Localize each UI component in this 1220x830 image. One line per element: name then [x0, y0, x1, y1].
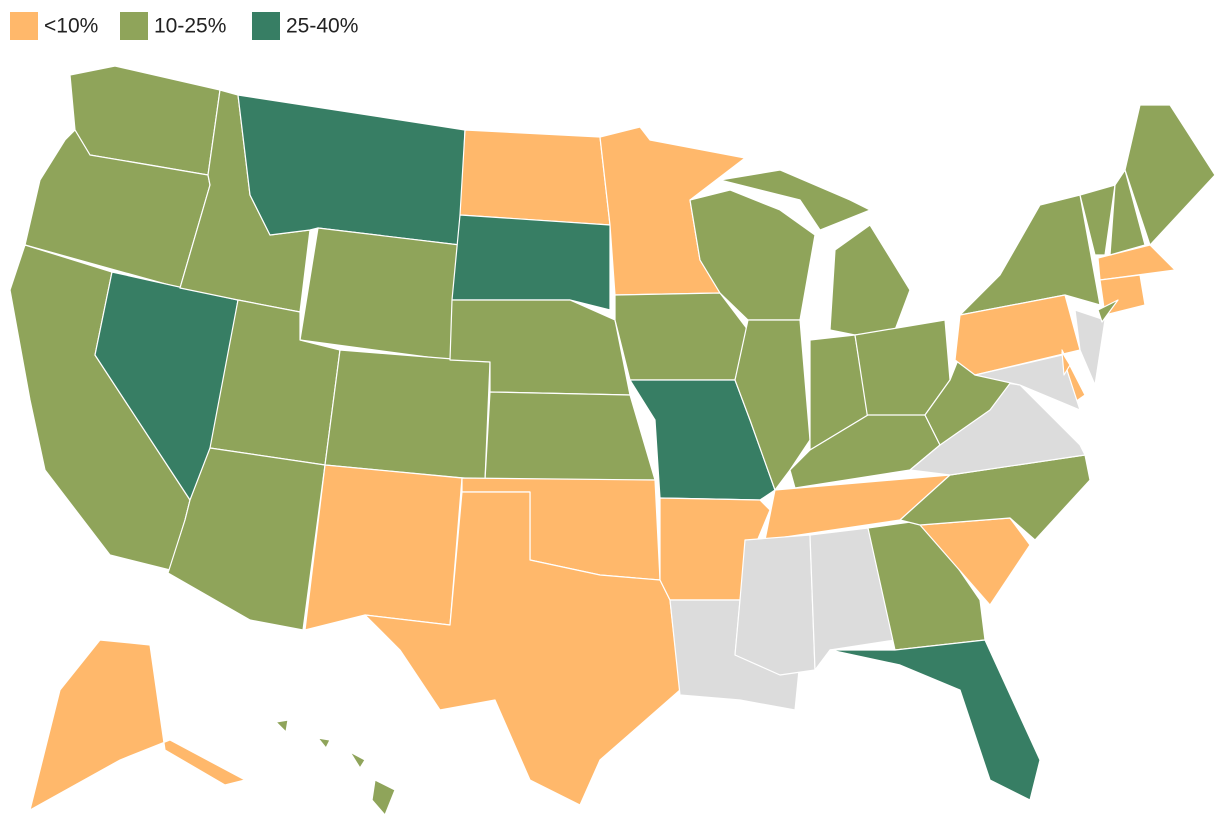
region: [237, 94, 466, 246]
region: [614, 292, 749, 381]
region: [484, 391, 656, 481]
regions: [9, 65, 1216, 816]
legend-label: 10-25%: [154, 15, 226, 38]
region: [719, 169, 871, 231]
region: [459, 129, 611, 226]
legend-swatch: [252, 12, 280, 40]
region: [974, 354, 1081, 411]
region: [275, 719, 396, 816]
region: [451, 214, 611, 311]
region: [29, 639, 246, 811]
region: [959, 194, 1101, 316]
region: [299, 227, 461, 361]
legend-label: 25-40%: [286, 15, 358, 38]
region: [734, 319, 811, 491]
region: [304, 464, 463, 631]
region: [1074, 309, 1106, 386]
region: [1061, 351, 1071, 376]
region: [809, 527, 896, 671]
region: [829, 639, 1041, 801]
legend-label: <10%: [44, 15, 98, 38]
region: [1079, 184, 1116, 256]
region: [734, 534, 816, 676]
legend-swatch: [10, 12, 38, 40]
region: [1124, 104, 1216, 246]
region: [324, 349, 491, 481]
legend: <10% 10-25% 25-40%: [10, 12, 358, 40]
legend-swatch: [120, 12, 148, 40]
region: [1109, 169, 1146, 256]
region: [1097, 299, 1119, 323]
region: [1097, 244, 1176, 281]
region: [829, 224, 911, 336]
region: [364, 491, 681, 806]
